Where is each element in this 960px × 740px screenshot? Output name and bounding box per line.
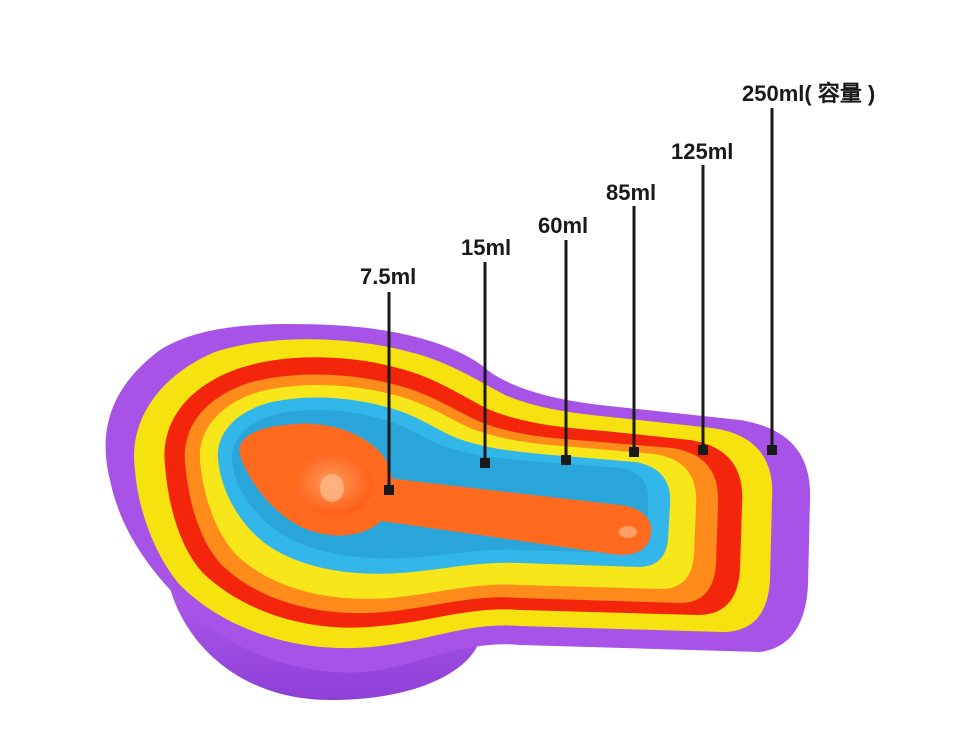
label-15ml: 15ml	[461, 235, 511, 260]
leader-dot-125ml	[698, 445, 708, 455]
capacity-dots	[384, 445, 777, 495]
leader-dot-60ml	[561, 455, 571, 465]
spoon-handle	[360, 475, 652, 555]
label-85ml: 85ml	[606, 180, 656, 205]
capacity-leaders	[387, 108, 774, 490]
leader-dot-85ml	[629, 447, 639, 457]
label-7-5ml: 7.5ml	[360, 264, 416, 289]
label-250ml: 250ml( 容量 )	[742, 81, 875, 106]
leader-dot-250ml	[767, 445, 777, 455]
spoon-highlight	[320, 474, 344, 502]
leader-dot-7-5ml	[384, 485, 394, 495]
capacity-labels: 7.5ml 15ml 60ml 85ml 125ml 250ml( 容量 )	[360, 81, 875, 289]
spoon-hole	[619, 526, 637, 538]
label-125ml: 125ml	[671, 139, 733, 164]
leader-dot-15ml	[480, 458, 490, 468]
label-60ml: 60ml	[538, 213, 588, 238]
